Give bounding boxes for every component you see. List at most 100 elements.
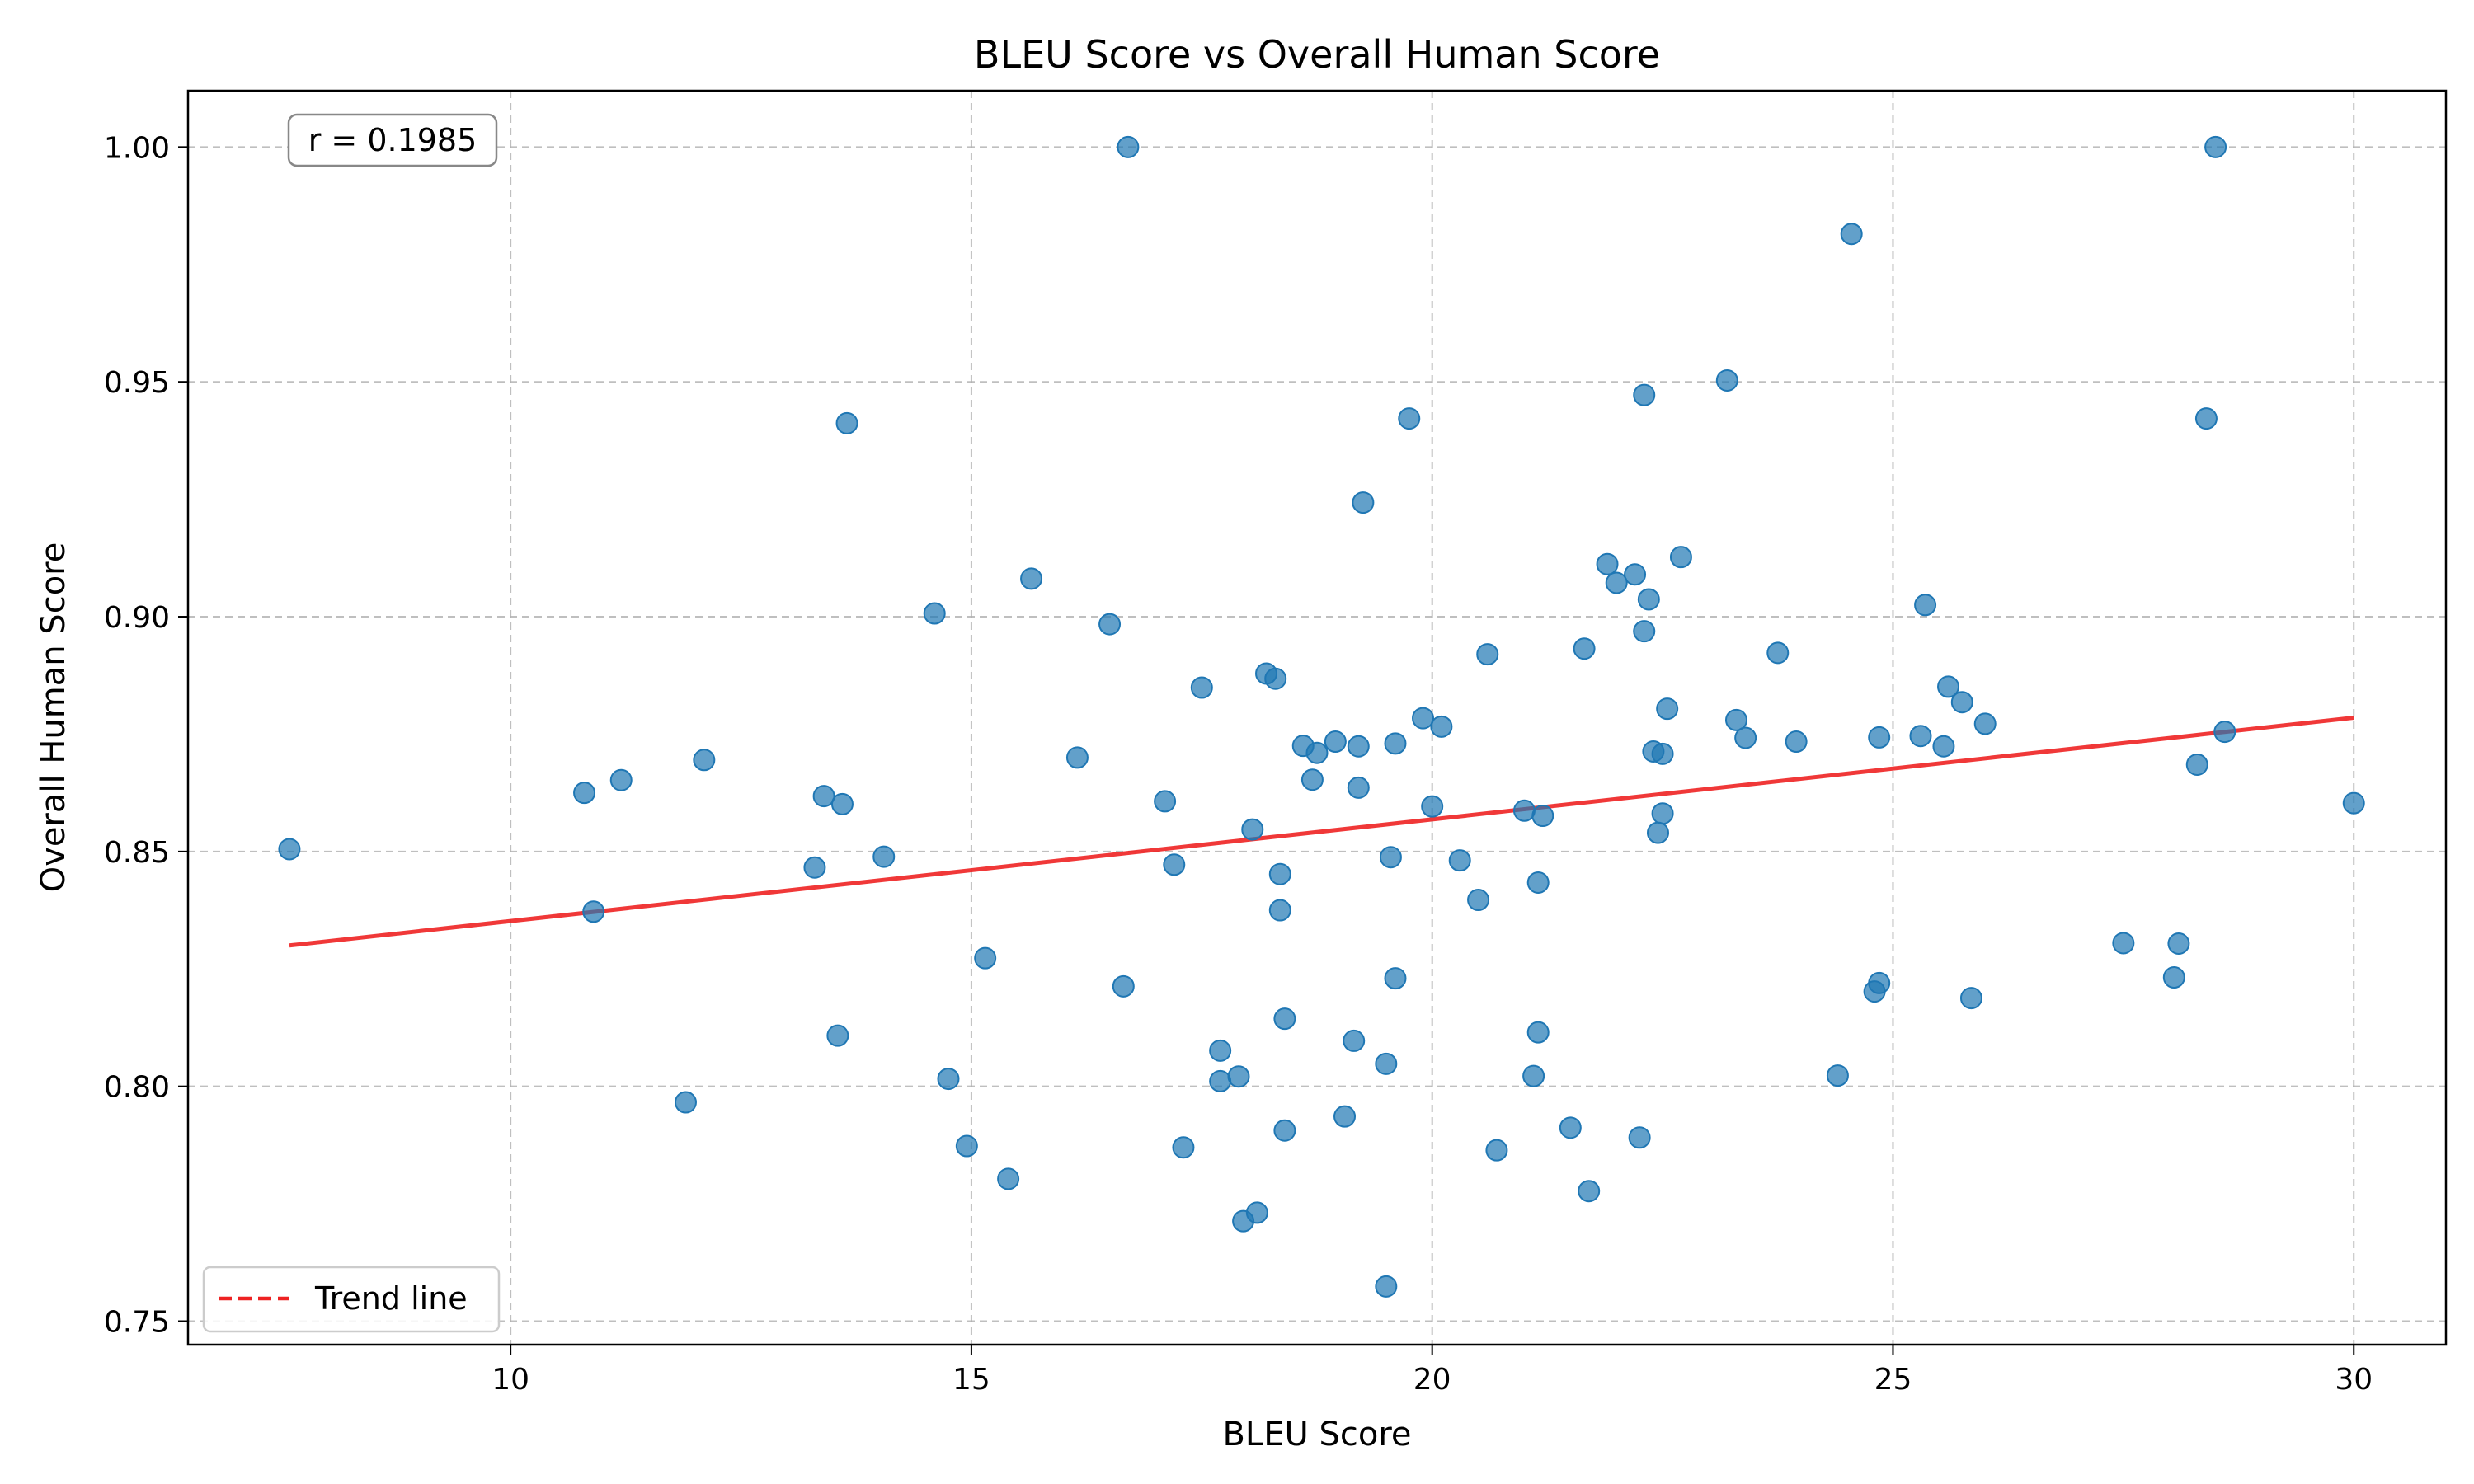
plot-frame [186,89,2448,1346]
data-point [1384,732,1407,755]
data-point [1209,1039,1232,1062]
data-point [278,838,301,861]
data-point [803,856,826,879]
legend-box [202,1266,501,1333]
data-point [1526,871,1550,894]
data-point [1637,588,1660,611]
y-tick-label: 0.80 [104,1071,170,1105]
data-point [1578,1180,1601,1203]
data-point [1651,742,1674,765]
data-point [1333,1105,1357,1128]
data-point [1347,735,1370,758]
data-point [1909,725,1932,748]
data-point [1398,407,1421,430]
data-point [1651,802,1674,825]
data-point [812,785,835,808]
data-point [1421,795,1444,818]
data-point [1840,223,1863,246]
data-point [1065,746,1089,769]
data-point [1375,1052,1398,1075]
data-point [1154,790,1177,813]
data-point [1305,741,1329,764]
trend-line [289,716,2354,948]
data-point [2204,135,2227,158]
data-point [923,602,946,625]
data-point [1826,1064,1849,1087]
data-point [1190,676,1213,699]
data-point [693,749,716,772]
data-point [1264,667,1287,690]
grid [188,91,2446,1345]
data-point [1412,707,1435,730]
data-point [674,1091,697,1114]
data-point [835,411,858,434]
data-point [1950,691,1973,714]
data-point [1937,675,1960,698]
data-point [1273,1119,1296,1142]
data-point [1512,799,1536,822]
data-point [1932,735,1955,758]
data-point [1241,818,1264,841]
data-point [830,792,854,815]
data-point [1624,563,1647,586]
data-point [1227,1065,1250,1088]
data-point [1098,613,1122,636]
data-point [1914,594,1937,617]
data-point [1628,1126,1651,1149]
data-point [1596,552,1619,575]
x-tick-label: 25 [1874,1363,1912,1397]
data-point [1112,974,1135,998]
data-point [1273,1007,1296,1031]
data-point [1245,1201,1268,1224]
data-point [1448,849,1471,872]
data-point [2167,932,2190,956]
x-tick-label: 15 [952,1363,990,1397]
annotation-box [287,113,498,167]
data-point [1379,846,1402,869]
legend-trend-label: Trend line [314,1280,468,1317]
x-axis-label: BLEU Score [1222,1416,1411,1453]
y-tick-label: 1.00 [104,131,170,165]
data-point [1522,1064,1545,1087]
data-point [1375,1275,1398,1298]
data-point [1347,776,1370,799]
data-point [1268,899,1291,922]
data-point [609,768,633,791]
data-point [1633,620,1656,643]
data-point [2194,407,2218,430]
data-point [1485,1139,1508,1162]
data-point [1172,1136,1195,1159]
y-tick-label: 0.75 [104,1306,170,1340]
data-point [2342,791,2365,815]
data-point [1724,708,1747,731]
data-point [1766,641,1790,665]
data-point [2185,753,2208,776]
data-point [1163,853,1186,876]
data-point [1785,730,1808,754]
data-point [997,1167,1020,1190]
data-point [1633,383,1656,406]
data-point [1531,805,1554,828]
x-tick-label: 30 [2335,1363,2373,1397]
y-tick-label: 0.95 [104,366,170,400]
data-point [1343,1029,1366,1052]
data-point [1020,567,1043,590]
data-point [1526,1021,1550,1044]
data-point [1467,889,1490,912]
data-point [573,782,596,805]
data-point [2162,966,2185,989]
data-point [1476,643,1499,666]
data-point [2213,721,2236,744]
legend: Trend line [202,1266,501,1333]
data-point [1959,987,1982,1010]
x-tick-label: 10 [492,1363,529,1397]
data-point [937,1068,960,1091]
data-point [1430,715,1453,738]
axis-ticks: 10 15 20 25 30 0.75 0.80 0.85 0.90 0.95 1.00 [104,131,2373,1397]
data-points [278,135,2365,1298]
data-point [1868,726,1891,749]
data-point [1656,697,1679,721]
annotation-text: r = 0.1985 [308,122,477,158]
data-point [1324,730,1347,754]
